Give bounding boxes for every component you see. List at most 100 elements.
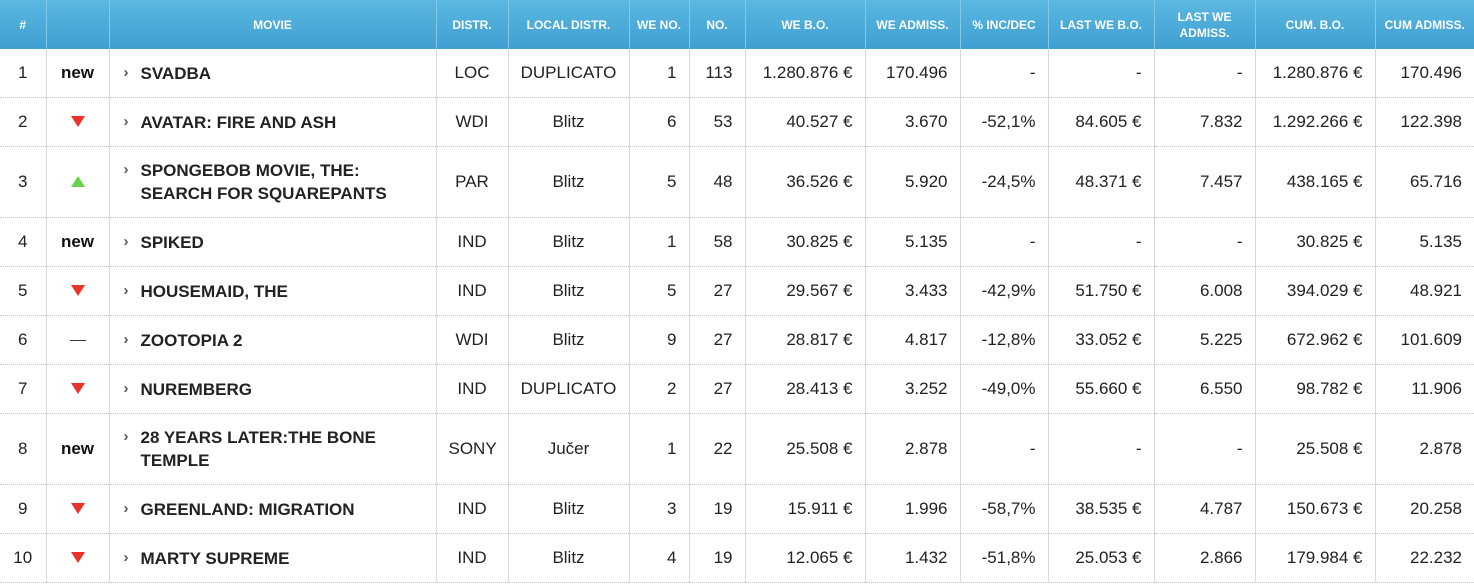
we-no-cell: 9: [628, 315, 689, 365]
last-we-admiss-cell: -: [1153, 217, 1255, 267]
cum-admiss-cell: 170.496: [1374, 49, 1474, 98]
status-cell: new: [45, 217, 109, 267]
last-we-admiss-cell: 7.457: [1153, 146, 1255, 218]
status-cell: [45, 97, 109, 147]
last-we-bo-header[interactable]: LAST WE B.O.: [1047, 0, 1154, 49]
movie-title-link[interactable]: NUREMBERG: [140, 379, 252, 399]
table-row: 3 › SPONGEBOB MOVIE, THE: SEARCH FOR SQUAR…: [0, 146, 1474, 218]
movie-header[interactable]: MOVIE: [108, 0, 436, 49]
we-admiss-cell: 3.433: [864, 266, 960, 316]
new-badge: new: [60, 63, 95, 82]
status-cell: [45, 146, 109, 218]
movie-cell[interactable]: › MARTY SUPREME: [108, 533, 436, 583]
status-cell: [45, 315, 109, 365]
we-admiss-header[interactable]: WE ADMISS.: [864, 0, 960, 49]
movie-cell[interactable]: › SPIKED: [108, 217, 436, 267]
last-we-bo-cell: 25.053 €: [1047, 533, 1154, 583]
movie-title-link[interactable]: ZOOTOPIA 2: [140, 330, 243, 350]
table-row: 6 › ZOOTOPIA 2 WDI Blitz 9 27 28.817 €4.817 -12,…: [0, 315, 1474, 365]
last-we-admiss-cell: 7.832: [1153, 97, 1255, 147]
movie-cell[interactable]: › NUREMBERG: [108, 364, 436, 414]
chevron-right-icon[interactable]: ›: [123, 499, 129, 517]
we-bo-header[interactable]: WE B.O.: [744, 0, 865, 49]
distr-cell: LOC: [435, 49, 508, 98]
movie-cell[interactable]: › 28 YEARS LATER:THE BONE TEMPLE: [108, 413, 436, 485]
cum-admiss-header[interactable]: CUM ADMISS.: [1374, 0, 1474, 49]
we-admiss-cell: 5.135: [864, 217, 960, 267]
cum-admiss-cell: 65.716: [1374, 146, 1474, 218]
rank-cell: 5: [0, 266, 46, 316]
chevron-right-icon[interactable]: ›: [123, 232, 129, 250]
last-we-bo-cell: -: [1047, 217, 1154, 267]
movie-cell[interactable]: › SVADBA: [108, 49, 436, 98]
local-distr-cell: Blitz: [507, 217, 629, 267]
movie-title-link[interactable]: GREENLAND: MIGRATION: [140, 499, 355, 519]
chevron-right-icon[interactable]: ›: [123, 112, 129, 130]
movie-cell[interactable]: › SPONGEBOB MOVIE, THE: SEARCH FOR SQUARE…: [108, 146, 436, 218]
table-body: 1 new › SVADBA LOC DUPLICATO 1 113 1.280.876 €17…: [0, 49, 1474, 583]
chevron-right-icon[interactable]: ›: [123, 379, 129, 397]
movie-title-link[interactable]: SPONGEBOB MOVIE, THE: SEARCH FOR SQUAREP…: [140, 161, 387, 203]
cum-bo-cell: 394.029 €: [1254, 266, 1375, 316]
we-no-cell: 2: [628, 364, 689, 414]
no-header[interactable]: NO.: [688, 0, 745, 49]
rank-cell: 9: [0, 484, 46, 534]
chevron-right-icon[interactable]: ›: [123, 281, 129, 299]
movie-cell[interactable]: › ZOOTOPIA 2: [108, 315, 436, 365]
status-header: [45, 0, 109, 49]
inc-dec-cell: -: [959, 49, 1048, 98]
movie-title-link[interactable]: MARTY SUPREME: [140, 548, 290, 568]
distr-header[interactable]: DISTR.: [435, 0, 508, 49]
no-cell: 113: [688, 49, 745, 98]
last-we-admiss-cell: -: [1153, 49, 1255, 98]
we-no-header[interactable]: WE NO.: [628, 0, 689, 49]
table-row: 1 new › SVADBA LOC DUPLICATO 1 113 1.280.876 €17…: [0, 49, 1474, 98]
movie-title-link[interactable]: HOUSEMAID, THE: [140, 281, 288, 301]
cum-bo-cell: 150.673 €: [1254, 484, 1375, 534]
table-row: 4 new › SPIKED IND Blitz 1 58 30.825 €5.135- - -30…: [0, 217, 1474, 267]
we-admiss-cell: 5.920: [864, 146, 960, 218]
no-cell: 27: [688, 315, 745, 365]
last-we-bo-cell: -: [1047, 49, 1154, 98]
local-distr-cell: DUPLICATO: [507, 49, 629, 98]
movie-cell[interactable]: › HOUSEMAID, THE: [108, 266, 436, 316]
we-admiss-cell: 3.670: [864, 97, 960, 147]
we-admiss-cell: 2.878: [864, 413, 960, 485]
local-distr-cell: Blitz: [507, 533, 629, 583]
last-we-admiss-header[interactable]: LAST WE ADMISS.: [1153, 0, 1255, 49]
no-cell: 27: [688, 266, 745, 316]
no-change-dash-icon: [69, 340, 86, 342]
movie-title-link[interactable]: SVADBA: [140, 63, 212, 83]
inc-dec-cell: -: [959, 413, 1048, 485]
distr-cell: IND: [435, 533, 508, 583]
we-no-cell: 1: [628, 217, 689, 267]
arrow-up-icon: [70, 176, 85, 187]
movie-title-link[interactable]: AVATAR: FIRE AND ASH: [140, 112, 337, 132]
inc-dec-cell: -42,9%: [959, 266, 1048, 316]
last-we-admiss-cell: 2.866: [1153, 533, 1255, 583]
movie-title-link[interactable]: SPIKED: [140, 232, 204, 252]
local-distr-cell: DUPLICATO: [507, 364, 629, 414]
local-distr-header[interactable]: LOCAL DISTR.: [507, 0, 629, 49]
chevron-right-icon[interactable]: ›: [123, 428, 129, 445]
inc-dec-header[interactable]: % INC/DEC: [959, 0, 1048, 49]
chevron-right-icon[interactable]: ›: [123, 548, 129, 566]
rank-cell: 7: [0, 364, 46, 414]
distr-cell: IND: [435, 266, 508, 316]
chevron-right-icon[interactable]: ›: [123, 161, 129, 178]
we-no-cell: 3: [628, 484, 689, 534]
inc-dec-cell: -: [959, 217, 1048, 267]
chevron-right-icon[interactable]: ›: [123, 330, 129, 348]
movie-title-link[interactable]: 28 YEARS LATER:THE BONE TEMPLE: [140, 428, 377, 470]
cum-bo-header[interactable]: CUM. B.O.: [1254, 0, 1375, 49]
we-no-cell: 4: [628, 533, 689, 583]
inc-dec-cell: -58,7%: [959, 484, 1048, 534]
chevron-right-icon[interactable]: ›: [123, 63, 129, 81]
new-badge: new: [60, 439, 95, 458]
cum-admiss-cell: 5.135: [1374, 217, 1474, 267]
movie-cell[interactable]: › AVATAR: FIRE AND ASH: [108, 97, 436, 147]
local-distr-cell: Blitz: [507, 146, 629, 218]
table-row: 2 › AVATAR: FIRE AND ASH WDI Blitz 6 53 40.527 …: [0, 97, 1474, 147]
rank-header[interactable]: #: [0, 0, 46, 49]
movie-cell[interactable]: › GREENLAND: MIGRATION: [108, 484, 436, 534]
